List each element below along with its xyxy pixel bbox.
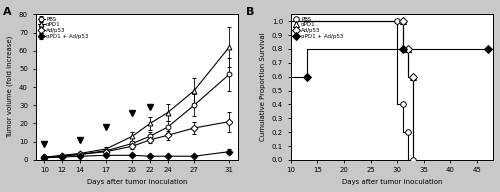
PBS [410,159,416,161]
Line: αPD1 + Ad/p53: αPD1 + Ad/p53 [304,46,490,79]
αPD1 + Ad/p53 [484,48,490,50]
αPD1 + Ad/p53 [304,76,310,78]
Line: αPD1: αPD1 [400,18,416,79]
αPD1 [400,20,406,22]
Text: A: A [4,7,12,17]
αPD1 [405,48,411,50]
Legend: PBS, αPD1, Ad/p53, αPD1 + Ad/p53: PBS, αPD1, Ad/p53, αPD1 + Ad/p53 [38,16,89,40]
PBS [400,103,406,106]
Ad/p53 [410,76,416,78]
X-axis label: Days after tumor inoculation: Days after tumor inoculation [342,179,442,185]
X-axis label: Days after tumor inoculation: Days after tumor inoculation [86,179,187,185]
PBS [405,131,411,133]
Text: B: B [246,7,254,17]
Legend: PBS, αPD1, Ad/p53, αPD1 + Ad/p53: PBS, αPD1, Ad/p53, αPD1 + Ad/p53 [292,16,344,40]
αPD1 [410,76,416,78]
PBS [394,20,400,22]
Line: Ad/p53: Ad/p53 [400,18,416,79]
Ad/p53 [400,20,406,22]
Ad/p53 [405,48,411,50]
αPD1 + Ad/p53 [400,48,406,50]
Y-axis label: Cumulative Proportion Survival: Cumulative Proportion Survival [260,33,266,142]
Y-axis label: Tumor volume (fold increase): Tumor volume (fold increase) [7,36,14,138]
Line: PBS: PBS [394,18,416,163]
